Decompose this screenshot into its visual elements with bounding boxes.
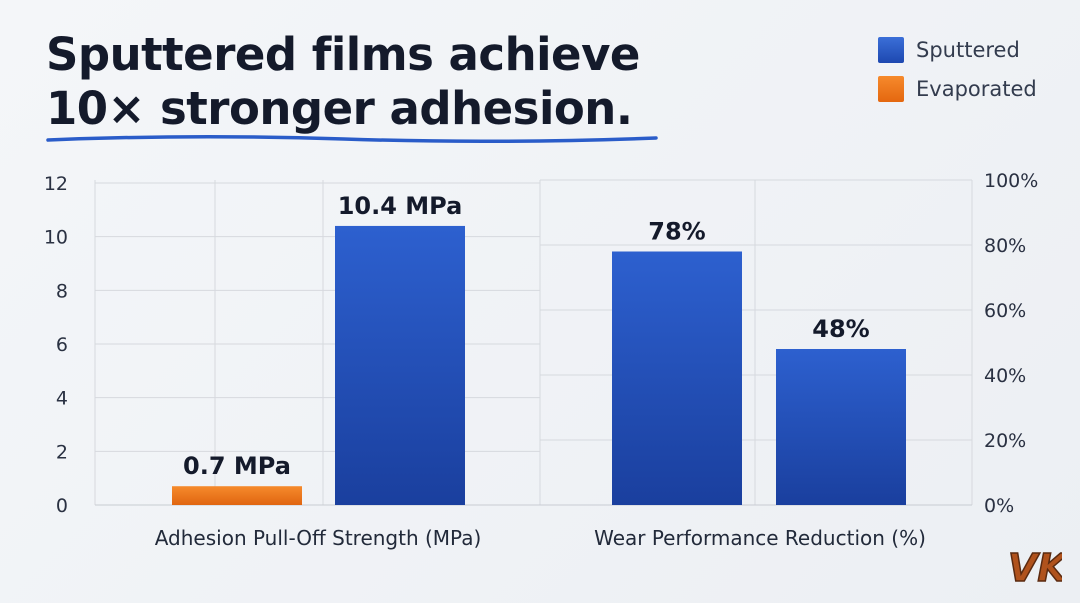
y-tick-right: 20%	[984, 430, 1026, 452]
legend-label: Evaporated	[916, 77, 1037, 101]
legend-swatch-evaporated	[878, 76, 904, 102]
legend-item-sputtered: Sputtered	[878, 37, 1020, 63]
data-label: 48%	[812, 315, 869, 343]
y-tick-left: 12	[44, 173, 68, 195]
svg-text:VK: VK	[1008, 546, 1062, 589]
y-tick-left: 10	[44, 227, 68, 249]
y-tick-left: 2	[56, 441, 68, 463]
data-label: 78%	[648, 218, 705, 246]
y-tick-right: 80%	[984, 235, 1026, 257]
title-line-2: 10× stronger adhesion.	[46, 82, 633, 135]
bar-evaporated	[172, 486, 302, 505]
bar-sputtered	[612, 251, 742, 505]
y-tick-right: 0%	[984, 495, 1014, 517]
y-tick-left: 8	[56, 280, 68, 302]
bar-sputtered	[335, 225, 465, 505]
legend-item-evaporated: Evaporated	[878, 76, 1037, 102]
data-label: 10.4 MPa	[338, 192, 463, 220]
title-underline	[46, 134, 658, 144]
data-label: 0.7 MPa	[183, 452, 291, 480]
chart-title: Sputtered films achieve 10× stronger adh…	[46, 28, 640, 136]
y-tick-left: 0	[56, 495, 68, 517]
y-tick-right: 60%	[984, 300, 1026, 322]
bar-sputtered	[776, 349, 906, 505]
y-tick-right: 100%	[984, 170, 1038, 192]
y-tick-right: 40%	[984, 365, 1026, 387]
legend-swatch-sputtered	[878, 37, 904, 63]
y-tick-left: 6	[56, 334, 68, 356]
vk-logo: VK	[1007, 545, 1062, 589]
x-category-label: Wear Performance Reduction (%)	[594, 526, 926, 550]
y-tick-left: 4	[56, 388, 68, 410]
x-category-label: Adhesion Pull-Off Strength (MPa)	[155, 526, 482, 550]
legend-label: Sputtered	[916, 38, 1020, 62]
title-line-1: Sputtered films achieve	[46, 28, 640, 81]
